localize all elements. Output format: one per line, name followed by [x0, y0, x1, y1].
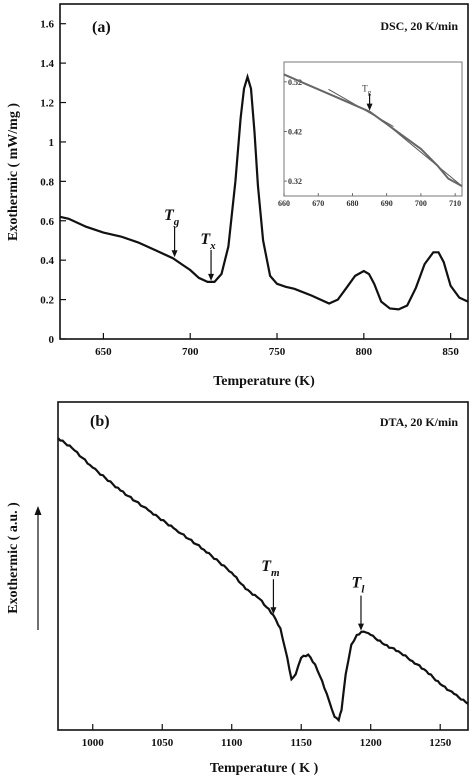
panel-a-dsc-chart: 650 700 750 800 850 00.20.40.60.811.21.41.6 …: [6, 3, 469, 389]
panel-a-y-axis-title: Exothermic ( mW/mg ): [6, 103, 21, 241]
inset-y-ticks: 0.32 0.42 0.52: [284, 78, 302, 186]
inset-y-tick-label: 0.52: [288, 78, 302, 87]
panel-b-x-axis-title: Temperature ( K ): [210, 761, 319, 776]
panel-b-marker-l-label: Tl: [352, 575, 366, 596]
panel-a-y-tick-label: 0.8: [40, 176, 54, 188]
inset-x-tick-label: 700: [415, 199, 427, 208]
panel-a-marker-g-arrowhead: [171, 250, 178, 258]
panel-b-frame: [57, 401, 469, 731]
inset-curve: [283, 73, 463, 187]
inset-x-tick-label: 660: [278, 199, 290, 208]
panel-a-x-tick-label: 700: [182, 346, 199, 358]
panel-b-x-tick-label: 1000: [82, 737, 105, 749]
panel-b-marker-m-arrowhead: [270, 607, 277, 615]
panel-a-x-tick-label: 750: [269, 346, 286, 358]
panel-a-x-tick-label: 650: [95, 346, 112, 358]
panel-b-dta-curve: [57, 437, 469, 723]
panel-a-marker-g-label: Tg: [164, 207, 180, 228]
panel-a-frame: [59, 3, 469, 340]
panel-b-dta-chart: 1000 1050 1100 1150 1200 1250 Tm Tl (b) DTA, 2…: [6, 401, 469, 776]
panel-a-y-ticks: 0 0.2 0.4 0.6 0.8 1 1.2 1.4 1.6: [40, 19, 66, 346]
panel-b-x-tick-label: 1050: [151, 737, 174, 749]
panel-a-x-ticks: 650 700 750 800 850: [95, 333, 459, 358]
panel-b-marker-m-label-subscript: m: [271, 567, 280, 579]
panel-b-y-axis-arrowhead: [34, 506, 42, 515]
inset-marker-g-label: Tg: [362, 84, 372, 97]
panel-a-y-tick-label: 1.6: [40, 19, 54, 31]
panel-a-method-annotation: DSC, 20 K/min: [380, 19, 458, 33]
panel-a-marker-x-label-subscript: x: [209, 240, 216, 252]
panel-a-marker-x-arrowhead: [208, 273, 215, 281]
panel-a-x-tick-label: 850: [442, 346, 459, 358]
panel-b-x-tick-label: 1250: [429, 737, 452, 749]
panel-a-y-tick-label: 0.2: [40, 295, 54, 307]
panel-a-dsc-curve: [59, 73, 469, 311]
panel-a-y-tick-label: 1: [49, 137, 55, 149]
inset-x-tick-label: 690: [381, 199, 393, 208]
panel-a-y-tick-label: 0.4: [40, 255, 54, 267]
panel-a-marker-g-label-subscript: g: [173, 216, 180, 228]
panel-b-label: (b): [90, 413, 110, 430]
panel-b-marker-l-arrowhead: [357, 623, 364, 631]
panel-b-marker-m-label: Tm: [261, 558, 280, 579]
panel-a-label: (a): [92, 19, 111, 36]
panel-b-y-axis-title: Exothermic ( a.u. ): [6, 502, 21, 614]
panel-a-inset-chart: 660 670 680 690 700 710 0.32 0.42 0.52 Tg: [278, 61, 463, 208]
inset-tg-marker: Tg: [362, 84, 373, 111]
inset-x-tick-label: 710: [449, 199, 461, 208]
panel-a-y-tick-label: 0.6: [40, 216, 54, 228]
panel-a-y-tick-label: 0: [49, 334, 55, 346]
inset-x-tick-label: 670: [312, 199, 324, 208]
inset-tangent-line-2: [386, 123, 463, 187]
panel-a-y-tick-label: 1.4: [40, 58, 54, 70]
inset-x-ticks: 660 670 680 690 700 710: [278, 193, 461, 208]
inset-frame: [283, 61, 463, 197]
inset-marker-g-label-subscript: g: [368, 89, 372, 97]
panel-a-y-tick-label: 1.2: [40, 98, 54, 110]
inset-marker-g-arrowhead: [366, 103, 373, 111]
inset-y-tick-label: 0.42: [288, 127, 302, 136]
panel-a-x-tick-label: 800: [356, 346, 373, 358]
panel-b-x-tick-label: 1150: [291, 737, 313, 749]
panel-a-marker-x-label: Tx: [200, 231, 216, 252]
panel-b-marker-l-label-subscript: l: [361, 584, 365, 596]
panel-b-method-annotation: DTA, 20 K/min: [380, 415, 458, 429]
panel-b-x-tick-label: 1100: [221, 737, 243, 749]
inset-x-tick-label: 680: [346, 199, 358, 208]
panel-b-x-ticks: 1000 1050 1100 1150 1200 1250: [82, 724, 452, 749]
panel-b-x-tick-label: 1200: [360, 737, 383, 749]
panel-a-x-axis-title: Temperature (K): [213, 374, 315, 389]
inset-y-tick-label: 0.32: [288, 177, 302, 186]
